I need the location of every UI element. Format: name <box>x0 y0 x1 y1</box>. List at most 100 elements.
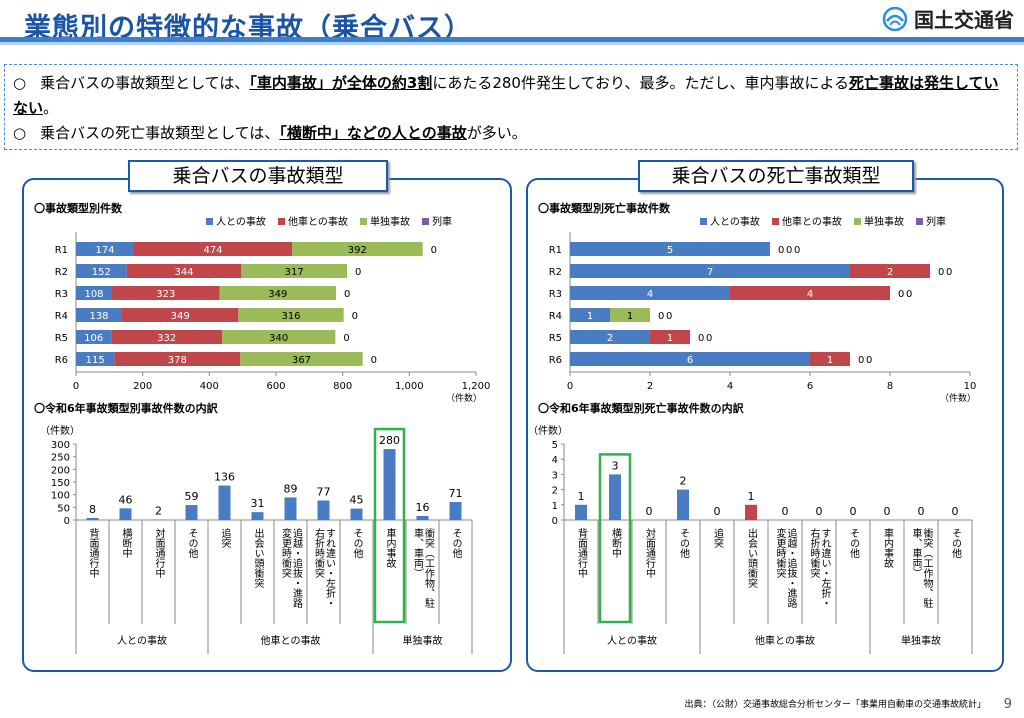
legend-swatch <box>422 218 429 225</box>
legend-swatch <box>360 218 367 225</box>
bar <box>152 519 165 520</box>
title-underline-light <box>0 42 1024 45</box>
legend-label: 単独事故 <box>370 215 410 228</box>
data-label: 115 <box>86 355 105 366</box>
data-label-zero: 0 <box>778 245 784 256</box>
bar-segment <box>134 242 292 256</box>
bar-segment <box>241 264 347 278</box>
data-label: 46 <box>119 493 133 506</box>
category-label: その他 <box>848 528 860 559</box>
category-label: その他 <box>950 528 962 559</box>
bar <box>416 515 429 520</box>
header: 業態別の特徴的な事故（乗合バス） 国土交通省 <box>0 0 1024 46</box>
bar-segment <box>570 286 730 300</box>
bar-segment <box>240 352 363 366</box>
x-tick-label: 1,200 <box>462 381 491 392</box>
bar <box>251 512 264 520</box>
category-label: 衝突（工作物、駐 <box>921 527 933 609</box>
data-label-zero: 0 <box>866 355 872 366</box>
data-label: 2 <box>680 475 687 488</box>
category-label: 衝突（工作物、駐 <box>423 527 435 609</box>
bar-segment <box>126 264 242 278</box>
data-label: 152 <box>92 267 111 278</box>
category-label: すれ違い・左折・ <box>324 528 336 608</box>
category-label: その他 <box>678 528 690 559</box>
category-label: R4 <box>549 311 562 322</box>
right-section1-title: 〇事故類型別死亡事故件数 <box>538 202 670 215</box>
category-label: 追突 <box>219 527 231 549</box>
bar <box>119 508 132 520</box>
x-tick-label: 200 <box>133 381 152 392</box>
bar <box>350 508 363 520</box>
group-label: 人との事故 <box>607 634 657 647</box>
legend-swatch <box>772 218 779 225</box>
data-label-zero: 0 <box>938 267 944 278</box>
summary-line-2: ○ 乗合バスの死亡事故類型としては、「横断中」などの人との事故が多い。 <box>13 124 527 142</box>
data-label: 89 <box>284 482 298 495</box>
data-label: 344 <box>174 267 193 278</box>
bar-segment <box>111 330 222 344</box>
y-tick-label: 3 <box>552 470 558 481</box>
data-label: 136 <box>214 471 235 484</box>
data-label: 1 <box>627 311 633 322</box>
legend-label: 単独事故 <box>864 215 904 228</box>
category-label: 横断中 <box>610 527 622 559</box>
bar-segment <box>850 264 930 278</box>
y-tick-label: 150 <box>51 478 70 489</box>
left-section1-title: 〇事故類型別件数 <box>34 202 122 215</box>
category-label: R3 <box>549 289 562 300</box>
left-stacked-bar-chart: 人との事故 他車との事故 単独事故 列車 0 200 400 600 800 1,000 1,200… <box>55 215 491 404</box>
data-label-zero: 0 <box>343 333 349 344</box>
x-tick-label: 0 <box>73 381 79 392</box>
category-label: その他 <box>450 528 462 559</box>
y-tick-label: 50 <box>57 503 70 514</box>
data-label-zero: 0 <box>706 333 712 344</box>
ministry-name: 国土交通省 <box>914 8 1014 32</box>
data-label: 340 <box>269 333 288 344</box>
x-tick-label: 2 <box>647 381 653 392</box>
data-label: 0 <box>918 505 925 518</box>
legend-swatch <box>916 218 923 225</box>
data-label: 16 <box>416 501 430 514</box>
category-label: 追越・追抜・進路 <box>785 527 797 609</box>
data-label-zero: 0 <box>658 311 664 322</box>
data-label: 0 <box>850 505 857 518</box>
category-label: 変更時衝突 <box>774 527 786 579</box>
group-label: 単独事故 <box>901 634 941 647</box>
bar-segment <box>292 242 423 256</box>
category-label: R1 <box>55 245 68 256</box>
category-label: R2 <box>549 267 562 278</box>
left-section2-title: 〇令和6年事故類型別事故件数の内訳 <box>34 402 218 415</box>
bar-segment <box>76 308 122 322</box>
data-label-zero: 0 <box>698 333 704 344</box>
data-label: 108 <box>84 289 103 300</box>
bar <box>317 500 330 520</box>
category-label: 出会い頭衝突 <box>746 527 758 589</box>
highlight-frame <box>373 427 406 624</box>
legend-label: 他車との事故 <box>288 215 348 228</box>
x-tick-label: 8 <box>887 381 893 392</box>
bar-segment <box>570 308 610 322</box>
data-label: 1 <box>587 311 593 322</box>
data-label: 392 <box>348 245 367 256</box>
data-label: 367 <box>292 355 311 366</box>
category-label: 車内事故 <box>384 527 396 569</box>
data-label: 0 <box>952 505 959 518</box>
legend-label: 列車 <box>432 215 452 228</box>
data-label: 0 <box>714 505 721 518</box>
data-label: 45 <box>350 494 364 507</box>
y-tick-label: 300 <box>51 440 70 451</box>
y-tick-label: 2 <box>552 486 558 497</box>
bullet-circle-icon: ○ <box>13 74 27 92</box>
data-label: 474 <box>203 245 222 256</box>
category-label: 出会い頭衝突 <box>252 527 264 589</box>
bar-segment <box>76 286 112 300</box>
data-label: 1 <box>578 490 585 503</box>
data-label: 1 <box>748 490 755 503</box>
category-label: 横断中 <box>120 527 132 559</box>
category-label: その他 <box>186 528 198 559</box>
bar-segment <box>570 242 770 256</box>
bar-segment <box>650 330 690 344</box>
data-label: 31 <box>251 497 265 510</box>
x-tick-label: 0 <box>567 381 573 392</box>
